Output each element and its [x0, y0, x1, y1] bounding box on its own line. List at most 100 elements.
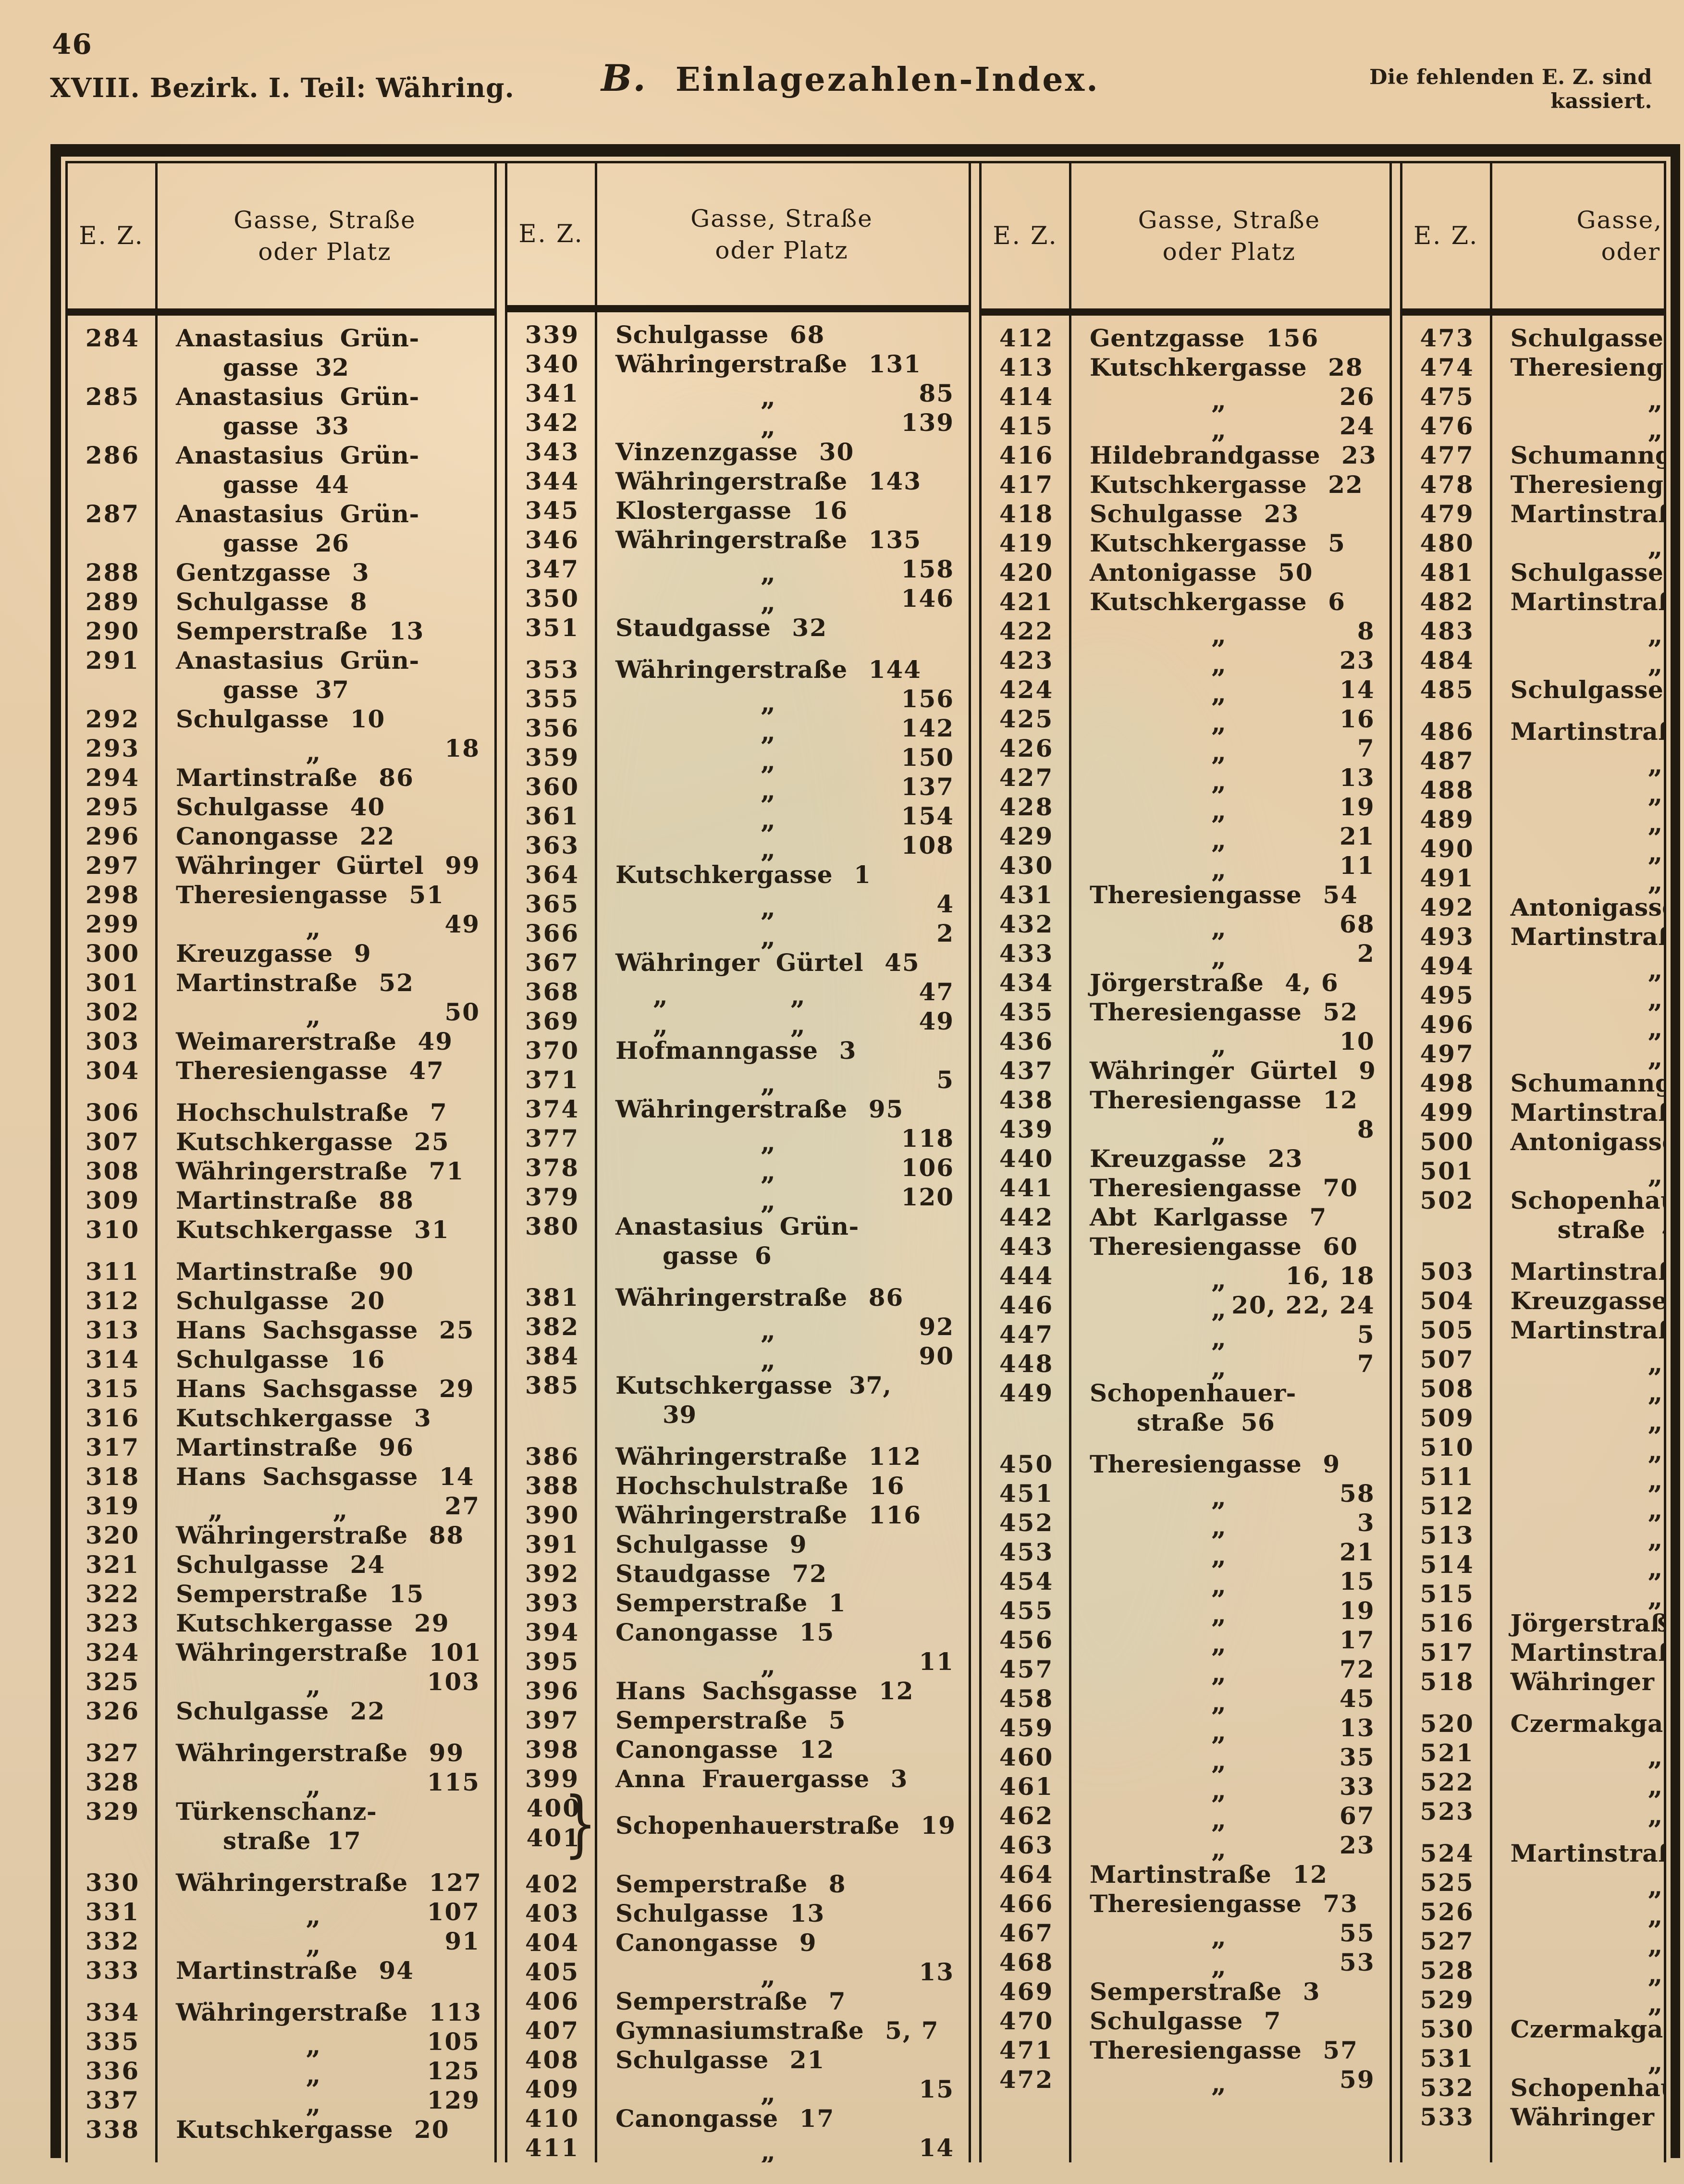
house-number: 92 — [919, 1313, 955, 1341]
table-row: 337 „ 129 — [68, 2086, 494, 2119]
house-number: 127 — [429, 1868, 482, 1897]
ez-number: 414 — [999, 382, 1054, 411]
street-name: Währingerstraße — [615, 1442, 848, 1471]
ez-number: 308 — [85, 1157, 140, 1185]
table-row: 526„1 — [1402, 1897, 1664, 1930]
ez-number: 500 — [1420, 1128, 1475, 1156]
ez-number: 293 — [85, 734, 140, 762]
page-number: 46 — [52, 28, 93, 61]
table-row: 449 Schopenhauer-straße 56 — [982, 1378, 1389, 1437]
entry: Gentzgasse 156 — [1071, 323, 1389, 353]
street-name: Hofmanngasse — [615, 1036, 818, 1065]
ez-number: 303 — [85, 1027, 140, 1055]
house-number: 25 — [414, 1128, 450, 1156]
house-number: 135 — [868, 526, 922, 554]
street-name: Schulgasse — [615, 2046, 769, 2074]
table-row: 388 Hochschulstraße 16 — [507, 1471, 969, 1500]
house-number: 68 — [1340, 910, 1375, 938]
entry: Jörgerstraße 4, 6 — [1071, 968, 1389, 997]
ez-number: 496 — [1420, 1010, 1475, 1039]
ez-number: 475 — [1420, 382, 1475, 411]
house-number: 12 — [879, 1677, 914, 1705]
ditto-mark: „ — [1647, 1988, 1663, 2019]
house-number: 22 — [1328, 470, 1364, 499]
ez-number: 452 — [999, 1509, 1054, 1537]
street-name: Schulgasse — [1090, 2007, 1243, 2035]
table-row: 399 Anna Frauergasse 3 — [507, 1764, 969, 1793]
ez-number: 473 — [1420, 324, 1475, 352]
entry: Theresiengasse 60 — [1071, 1232, 1389, 1261]
ez-number: 441 — [999, 1174, 1054, 1202]
ez-number: 416 — [999, 441, 1054, 469]
street-name: Währinger Gürtel — [1090, 1056, 1338, 1085]
table-row: 456 „ 17 — [982, 1625, 1389, 1658]
house-number: 17 — [799, 2104, 835, 2133]
house-number: 143 — [868, 467, 922, 495]
ez-number: 495 — [1420, 981, 1475, 1009]
entry: Schopenhauerstraße 19 — [597, 1793, 969, 1857]
ditto-mark: „ — [306, 912, 321, 943]
district-header: XVIII. Bezirk. I. Teil: Währing. — [50, 72, 515, 103]
table-row: 426 „ 7 — [982, 734, 1389, 767]
table-row: 485 Schulgasse37 — [1402, 675, 1664, 704]
ez-number: 364 — [525, 860, 580, 889]
street-name: Kreuzgasse — [176, 939, 333, 968]
entry: Schulgasse 9 — [597, 1530, 969, 1559]
table-row: 483„80 — [1402, 616, 1664, 650]
house-number: 91 — [444, 1927, 480, 1955]
table-row: 381 Währingerstraße 86 — [507, 1283, 969, 1312]
table-row: 404 Canongasse 9 — [507, 1928, 969, 1957]
ez-number: 466 — [999, 1890, 1054, 1918]
ez-number: 371 — [525, 1066, 580, 1094]
entry: Anastasius Grün-gasse 37 — [158, 646, 494, 704]
street-name: Jörgerstraße — [1090, 969, 1264, 997]
house-number: 9 — [789, 1530, 808, 1558]
table-row: 453 „ 21 — [982, 1537, 1389, 1571]
street-name: Schulgasse — [176, 705, 329, 733]
ditto-mark: „ — [761, 921, 776, 952]
ditto-mark: „ — [1211, 414, 1227, 445]
table-row: 334 Währingerstraße 113 — [68, 1998, 494, 2027]
table-row: 463 „ 23 — [982, 1830, 1389, 1864]
street-name: Martinstraße — [176, 763, 358, 792]
table-row: 351 Staudgasse 32 — [507, 613, 969, 642]
table-row: 461 „ 33 — [982, 1772, 1389, 1805]
ez-brace-group: 400 401} — [507, 1788, 597, 1860]
header-rule — [982, 308, 1389, 316]
entry: Martinstraße40 — [1492, 1098, 1664, 1127]
table-row: 430 „ 11 — [982, 851, 1389, 884]
table-row: 470 Schulgasse 7 — [982, 2006, 1389, 2036]
ez-number: 520 — [1420, 1709, 1475, 1738]
ditto-mark: „ — [1647, 1871, 1663, 1902]
street-name: Schopenhauerstraße — [615, 1811, 900, 1840]
street-name: Währingerstraße — [176, 1638, 408, 1667]
ez-number: 454 — [999, 1567, 1054, 1595]
ditto-mark: „ — [1647, 1348, 1663, 1378]
table-row: 314 Schulgasse 16 — [68, 1345, 494, 1374]
table-row: 355 „ 156 — [507, 684, 969, 717]
entry: Kutschkergasse 5 — [1071, 528, 1389, 558]
ez-number: 365 — [525, 890, 580, 918]
entry: Währingerstraße 112 — [597, 1442, 969, 1471]
entry: Währinger Gürtel11 — [1492, 2102, 1664, 2132]
table-row: 304 Theresiengasse 47 — [68, 1056, 494, 1085]
entry: Währingerstraße 71 — [158, 1156, 494, 1186]
entry: Martinstraße44 — [1492, 1315, 1664, 1345]
entry: Staudgasse 32 — [597, 613, 969, 642]
table-row: 484„64 — [1402, 646, 1664, 679]
ditto-mark: „ — [1647, 983, 1663, 1014]
ez-number: 330 — [85, 1868, 140, 1897]
ez-number: 460 — [999, 1743, 1054, 1771]
table-row: 382 „ 92 — [507, 1312, 969, 1345]
table-row: 347 „ 158 — [507, 554, 969, 588]
entry: Kutschkergasse 28 — [1071, 353, 1389, 382]
street-name: Canongasse — [176, 822, 339, 850]
ez-number: 507 — [1420, 1345, 1475, 1374]
ez-number: 530 — [1420, 2015, 1475, 2043]
street-name: Schulgasse — [176, 1697, 329, 1725]
house-number: 85 — [919, 379, 955, 407]
house-number: 7 — [430, 1098, 448, 1127]
ez-number: 400 — [526, 1794, 581, 1822]
street-name: Kreuzgasse — [1090, 1144, 1247, 1173]
missing-ez-note: Die fehlenden E. Z. sind kassiert. — [1369, 65, 1652, 113]
